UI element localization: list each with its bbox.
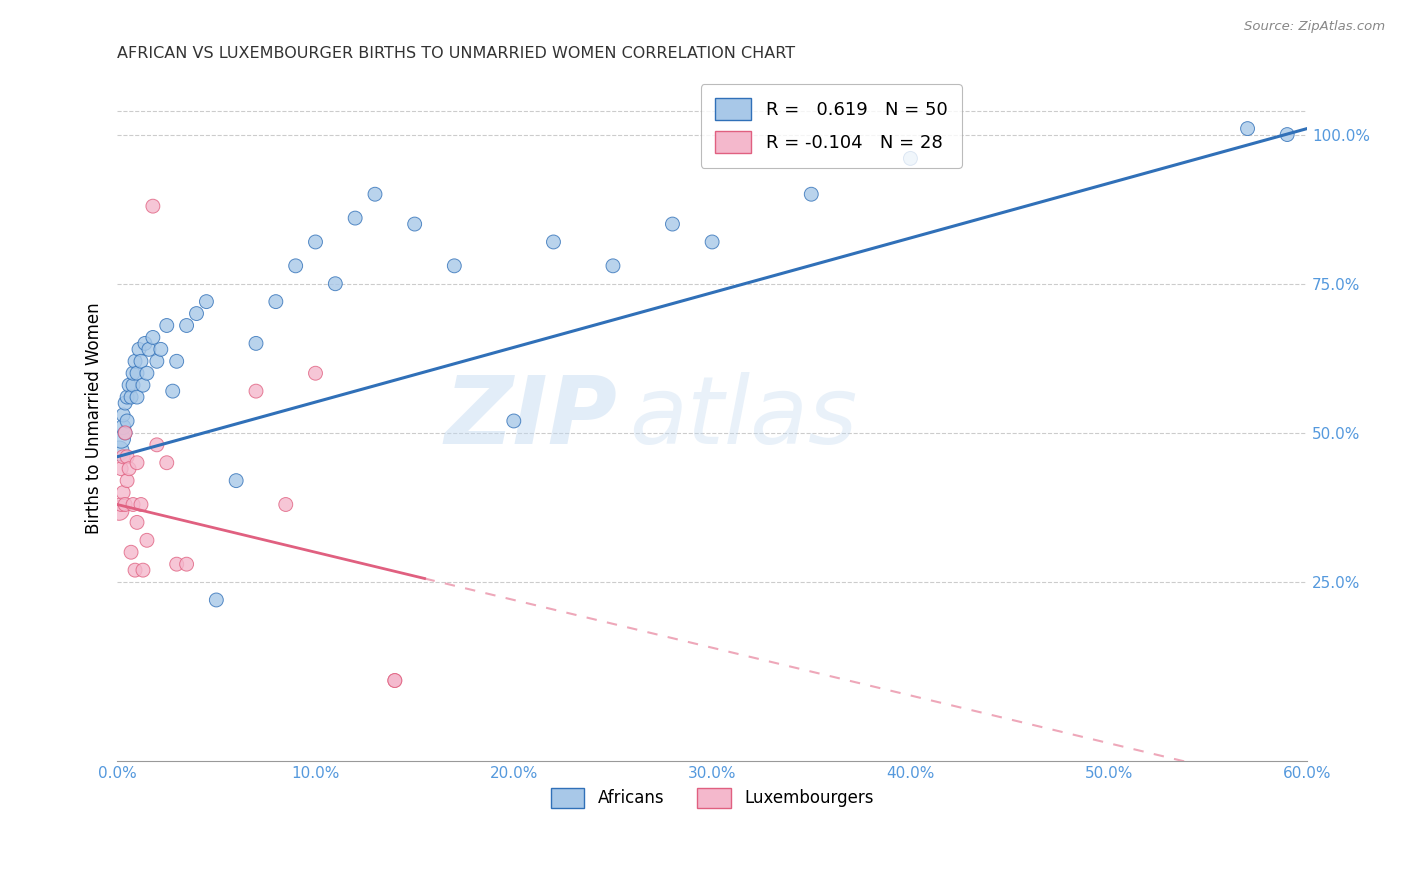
Y-axis label: Births to Unmarried Women: Births to Unmarried Women xyxy=(86,302,103,533)
Point xyxy=(125,390,148,404)
Point xyxy=(115,474,138,488)
Point xyxy=(149,343,172,357)
Point xyxy=(245,336,267,351)
Point xyxy=(122,378,145,392)
Point xyxy=(118,461,141,475)
Point xyxy=(110,432,132,446)
Point xyxy=(132,378,155,392)
Point xyxy=(110,461,132,475)
Point xyxy=(502,414,524,428)
Point xyxy=(245,384,267,398)
Point xyxy=(114,425,136,440)
Point xyxy=(166,354,188,368)
Point xyxy=(195,294,218,309)
Point xyxy=(108,443,131,458)
Point xyxy=(115,390,138,404)
Point xyxy=(124,563,146,577)
Point xyxy=(323,277,346,291)
Point xyxy=(304,235,326,249)
Point xyxy=(142,199,165,213)
Point xyxy=(384,673,406,688)
Point xyxy=(156,318,179,333)
Point xyxy=(136,366,159,380)
Point xyxy=(138,343,160,357)
Point xyxy=(225,474,247,488)
Point xyxy=(122,366,145,380)
Point xyxy=(124,354,146,368)
Point xyxy=(136,533,159,548)
Point xyxy=(115,450,138,464)
Point xyxy=(132,563,155,577)
Point xyxy=(108,503,131,517)
Point xyxy=(661,217,683,231)
Point xyxy=(122,498,145,512)
Point xyxy=(344,211,367,225)
Point xyxy=(128,343,150,357)
Point xyxy=(114,498,136,512)
Point xyxy=(304,366,326,380)
Point xyxy=(162,384,184,398)
Point xyxy=(112,485,135,500)
Point xyxy=(700,235,723,249)
Point xyxy=(602,259,624,273)
Point xyxy=(900,152,922,166)
Point xyxy=(264,294,287,309)
Point xyxy=(800,187,823,202)
Point xyxy=(205,593,228,607)
Point xyxy=(1236,121,1258,136)
Point xyxy=(114,396,136,410)
Point xyxy=(404,217,426,231)
Point xyxy=(112,450,135,464)
Point xyxy=(129,498,152,512)
Point xyxy=(114,425,136,440)
Point xyxy=(112,420,135,434)
Point xyxy=(156,456,179,470)
Text: atlas: atlas xyxy=(628,373,858,464)
Point xyxy=(1277,128,1299,142)
Point xyxy=(134,336,156,351)
Point xyxy=(364,187,387,202)
Point xyxy=(146,354,169,368)
Legend: Africans, Luxembourgers: Africans, Luxembourgers xyxy=(544,780,880,814)
Point xyxy=(176,318,198,333)
Point xyxy=(112,408,135,422)
Point xyxy=(274,498,297,512)
Point xyxy=(129,354,152,368)
Point xyxy=(120,545,142,559)
Point xyxy=(142,330,165,344)
Text: AFRICAN VS LUXEMBOURGER BIRTHS TO UNMARRIED WOMEN CORRELATION CHART: AFRICAN VS LUXEMBOURGER BIRTHS TO UNMARR… xyxy=(117,46,796,62)
Point xyxy=(384,673,406,688)
Point xyxy=(125,456,148,470)
Point xyxy=(186,307,208,321)
Point xyxy=(166,557,188,571)
Text: Source: ZipAtlas.com: Source: ZipAtlas.com xyxy=(1244,20,1385,33)
Text: ZIP: ZIP xyxy=(444,372,617,464)
Point xyxy=(110,498,132,512)
Point xyxy=(120,390,142,404)
Point xyxy=(146,438,169,452)
Point xyxy=(284,259,307,273)
Point xyxy=(125,516,148,530)
Point xyxy=(125,366,148,380)
Point xyxy=(543,235,565,249)
Point xyxy=(115,414,138,428)
Point xyxy=(443,259,465,273)
Point xyxy=(176,557,198,571)
Point xyxy=(118,378,141,392)
